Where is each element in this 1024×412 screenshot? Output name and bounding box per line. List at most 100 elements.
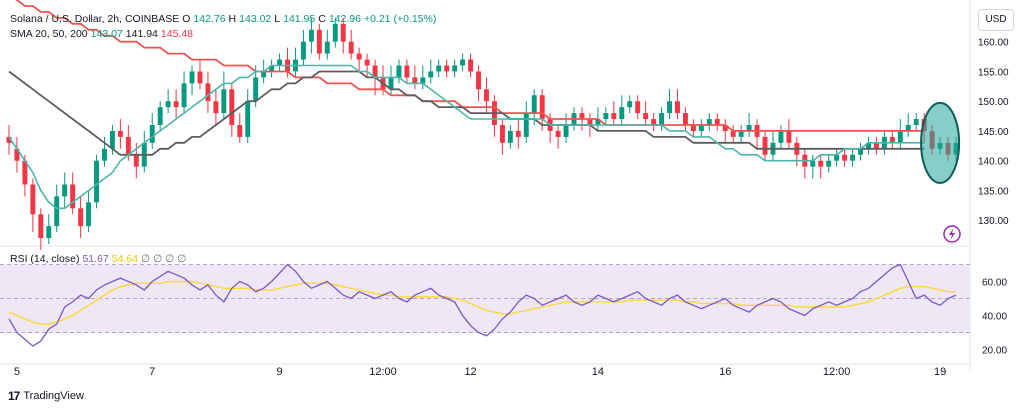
tradingview-logo-icon: 17 — [8, 389, 20, 403]
candle — [476, 65, 481, 102]
candle-body — [635, 101, 641, 114]
candle — [659, 107, 665, 131]
candle-body — [531, 95, 537, 114]
candle-body — [213, 101, 219, 114]
candle-body — [555, 130, 561, 137]
candle — [468, 53, 474, 78]
candle — [436, 59, 442, 78]
candle — [221, 71, 227, 120]
candle — [117, 119, 123, 149]
candle — [491, 95, 497, 137]
candle — [189, 65, 195, 96]
candle — [794, 136, 800, 167]
sma200-value: 145.48 — [160, 28, 194, 40]
candle — [889, 130, 895, 149]
candle-body — [261, 71, 267, 78]
candle — [205, 71, 211, 114]
candle — [714, 113, 720, 131]
candle — [667, 89, 672, 120]
candle — [356, 47, 362, 72]
candle — [197, 59, 203, 90]
candle — [412, 65, 418, 90]
candle-body — [889, 136, 895, 143]
candle-body — [269, 65, 275, 72]
candle-body — [62, 184, 68, 197]
candle-body — [245, 101, 251, 137]
symbol-title[interactable]: Solana / U.S. Dollar, 2h, COINBASE — [10, 13, 180, 25]
tradingview-brand[interactable]: 17 TradingView — [8, 389, 84, 403]
rsi-label: RSI (14, close) — [10, 253, 80, 265]
rsi-header[interactable]: RSI (14, close) 51.67 54.64 ∅ ∅ ∅ ∅ — [10, 253, 189, 266]
candle — [300, 29, 306, 66]
candle — [46, 214, 52, 244]
time-tick-label: 7 — [149, 366, 155, 378]
candle-body — [181, 83, 187, 108]
candle — [706, 113, 712, 131]
candle-body — [507, 130, 513, 143]
highlight-ellipse — [920, 101, 961, 184]
candle — [277, 53, 283, 72]
close-label: C — [318, 13, 326, 25]
candle-body — [850, 154, 856, 161]
candle — [619, 95, 625, 125]
candle-body — [117, 130, 123, 137]
candle — [94, 154, 99, 209]
candle-body — [396, 65, 402, 78]
candle-body — [364, 59, 370, 66]
candle-body — [6, 136, 12, 143]
rsi-value: 51.67 — [82, 253, 109, 265]
candle — [507, 125, 513, 149]
price-tick-label: 155.00 — [978, 67, 1009, 78]
sma50-line — [8, 70, 925, 156]
candle — [515, 119, 521, 149]
candle-body — [905, 125, 911, 131]
candle — [635, 95, 641, 120]
candle — [70, 172, 76, 215]
currency-button[interactable]: USD — [978, 9, 1014, 31]
candle — [722, 119, 728, 143]
candle — [651, 113, 657, 131]
candle-body — [826, 160, 832, 167]
rsi-tick-label: 40.00 — [982, 312, 1007, 323]
candle-body — [619, 107, 625, 120]
candle — [738, 125, 744, 143]
candle-body — [197, 71, 203, 84]
candle-body — [340, 23, 346, 42]
candle — [682, 107, 688, 131]
candle — [523, 101, 529, 143]
candle — [181, 71, 187, 114]
candle-body — [38, 214, 44, 239]
candle-body — [714, 119, 720, 125]
rsi-ma-value: 54.64 — [111, 253, 139, 265]
candle — [316, 23, 322, 60]
sma50-value: 141.94 — [125, 28, 158, 40]
candle — [404, 59, 410, 84]
candle — [850, 148, 856, 167]
rsi-tick-label: 20.00 — [982, 346, 1007, 357]
time-tick-label: 12 — [464, 366, 476, 378]
candle-body — [420, 77, 426, 84]
candle-body — [452, 65, 458, 72]
candle-body — [579, 113, 585, 120]
candle-body — [587, 119, 593, 125]
time-tick-label: 5 — [14, 366, 20, 378]
candle — [762, 130, 768, 161]
candle-body — [348, 41, 354, 54]
candle-body — [690, 125, 696, 131]
candle-body — [404, 65, 410, 78]
candle-body — [109, 130, 115, 149]
candle — [293, 47, 298, 78]
candle — [810, 154, 816, 179]
price-tick-label: 160.00 — [978, 38, 1009, 49]
candle-body — [603, 113, 609, 120]
candle — [396, 59, 402, 84]
candle — [842, 148, 848, 167]
candle-body — [842, 154, 848, 161]
candle — [826, 154, 832, 173]
time-tick-label: 12:00 — [369, 366, 397, 378]
candle — [460, 53, 466, 72]
candle-body — [730, 130, 736, 137]
candle-body — [682, 113, 688, 125]
sma-header[interactable]: SMA 20, 50, 200 143.07 141.94 145.48 — [10, 28, 196, 41]
